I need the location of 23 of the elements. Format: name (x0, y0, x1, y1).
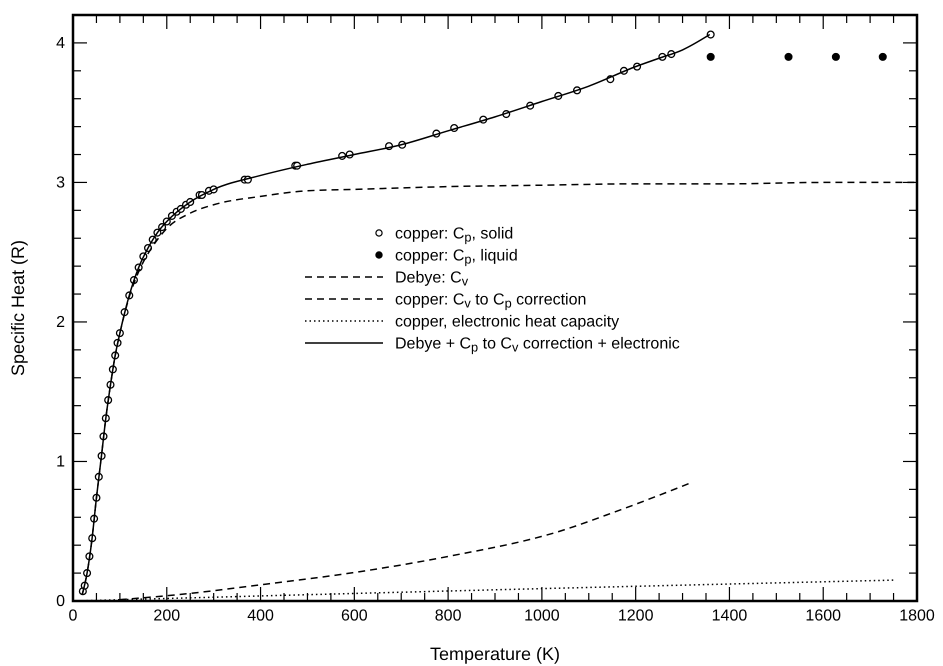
x-tick-label: 800 (434, 607, 462, 624)
y-tick-label: 2 (56, 314, 66, 332)
x-tick-label: 200 (153, 607, 180, 624)
legend-label: Debye + C$_{p}$ to C$_{v}$ correction + electronic (395, 336, 680, 355)
legend-label: copper: C$_{p}$, solid (395, 226, 514, 245)
legend-label: copper: C$_{v}$ to C$_{p}$ correction (395, 292, 586, 311)
legend-label: copper, electronic heat capacity (395, 314, 620, 331)
x-tick-label: 1800 (899, 607, 935, 624)
legend-label: copper: C$_{p}$, liquid (395, 248, 518, 267)
legend-label: Debye: C$_{v}$ (395, 270, 469, 289)
x-tick-label: 1200 (618, 607, 654, 624)
y-tick-label: 0 (56, 593, 66, 610)
x-tick-label: 0 (68, 607, 78, 624)
y-axis-title: Specific Heat (R) (8, 240, 28, 376)
x-axis-title: Temperature (K) (430, 644, 560, 664)
y-tick-label: 1 (56, 454, 66, 471)
x-tick-label: 600 (340, 607, 368, 624)
x-tick-label: 1400 (712, 607, 748, 624)
y-tick-label: 4 (56, 35, 66, 52)
y-tick-label: 3 (56, 174, 66, 192)
x-tick-label: 400 (247, 607, 274, 624)
x-tick-label: 1000 (524, 607, 560, 624)
x-tick-label: 1600 (805, 607, 842, 624)
